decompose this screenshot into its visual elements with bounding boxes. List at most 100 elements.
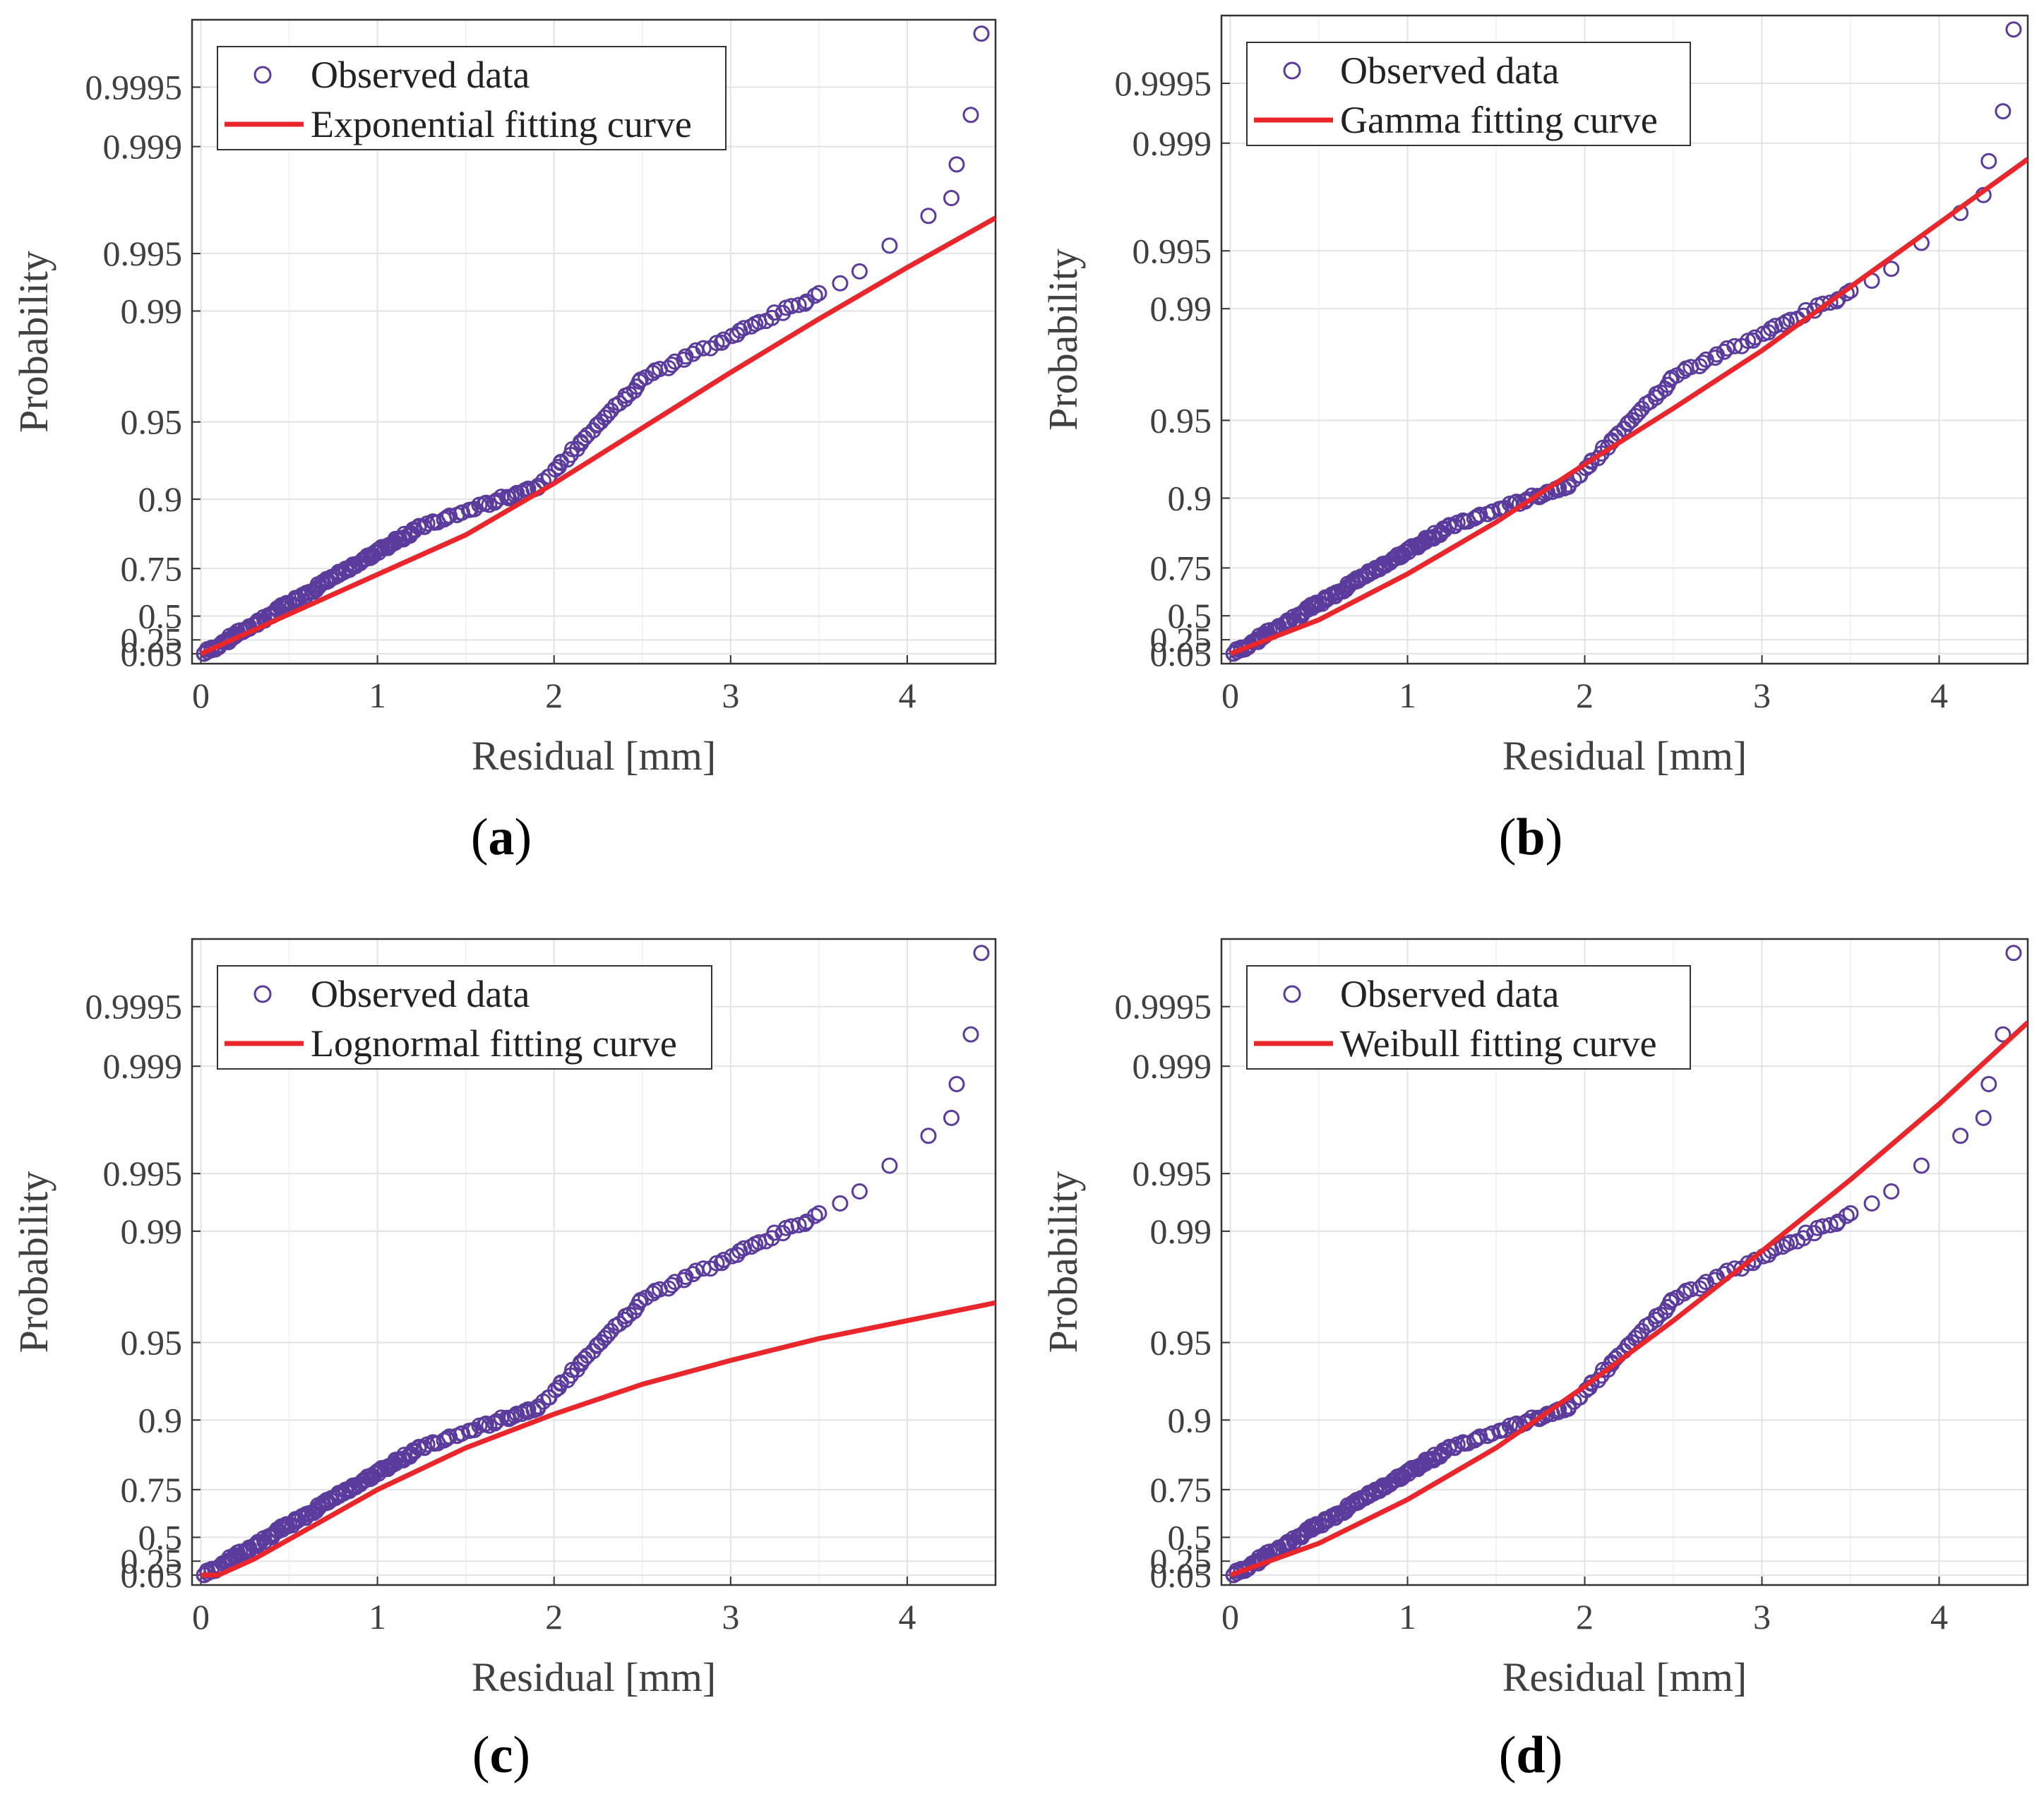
y-tick-label: 0.999: [1132, 1046, 1212, 1086]
x-tick-label: 3: [1753, 676, 1771, 715]
legend-label-observed: Observed data: [311, 54, 530, 96]
y-tick-label: 0.95: [1150, 1323, 1212, 1363]
y-tick-label: 0.25: [1150, 1541, 1212, 1581]
x-tick-label: 4: [1930, 676, 1948, 715]
observed-point: [1883, 261, 1900, 277]
x-tick-label: 0: [1221, 1597, 1239, 1637]
y-tick-label: 0.9995: [85, 987, 183, 1027]
observed-point: [488, 492, 505, 509]
chart-panel-c: 0 1 2 3 4 0.050.250.5 0.75 0.9 0.95 0.99 0.995 0.99…: [11, 938, 997, 1784]
observed-point: [2005, 945, 2022, 962]
x-tick-label: 2: [545, 1597, 563, 1637]
fitting-curve: [200, 215, 996, 657]
legend-label-observed: Observed data: [1340, 973, 1559, 1015]
observed-point: [796, 295, 813, 312]
y-tick-label: 0.75: [121, 1470, 183, 1509]
observed-point: [438, 1430, 455, 1447]
observed-point: [520, 1401, 537, 1418]
observed-point: [851, 1183, 868, 1200]
x-tick-label: 4: [898, 1597, 916, 1637]
x-axis-label: Residual [mm]: [1502, 1654, 1747, 1700]
observed-point: [948, 1076, 965, 1093]
y-tick-label: 0.99: [1150, 1212, 1212, 1251]
y-axis-label: Probability: [11, 251, 56, 433]
y-tick-label: 0.995: [103, 1154, 183, 1193]
x-tick-label: 4: [1930, 1597, 1948, 1637]
y-tick-label: 0.9: [1168, 479, 1212, 518]
observed-point: [559, 1372, 576, 1389]
observed-point: [1469, 1430, 1486, 1447]
x-tick-label: 2: [545, 676, 563, 715]
y-tick-label: 0.995: [103, 234, 183, 273]
y-tick-label: 0.995: [1132, 231, 1212, 270]
observed-point: [832, 1195, 849, 1212]
x-axis-label: Residual [mm]: [472, 1654, 716, 1700]
y-tick-label: 0.05: [121, 1555, 183, 1595]
x-tick-label: 2: [1576, 1597, 1594, 1637]
chart-panel-d: 0 1 2 3 4 0.050.250.5 0.75 0.9 0.95 0.99 0.995 0.99…: [1040, 938, 2029, 1784]
x-tick-label: 0: [192, 676, 210, 715]
axes-box: [1220, 14, 2029, 665]
y-tick-label: 0.9: [138, 479, 183, 519]
y-tick-label: 0.999: [1132, 124, 1212, 163]
panel-label: (d): [1499, 1726, 1562, 1784]
chart-panel-a: 0 1 2 3 4 0.050.250.5 0.75 0.9 0.95 0.99 0.995 0.99…: [11, 18, 997, 866]
observed-point: [743, 318, 760, 335]
x-tick-label: 3: [722, 1597, 739, 1637]
observed-point: [943, 190, 960, 207]
y-tick-label: 0.999: [103, 127, 183, 167]
y-tick-label: 0.95: [1150, 400, 1212, 440]
fitting-curve: [1229, 157, 2028, 657]
observed-point: [477, 1415, 494, 1432]
x-axis-label: Residual [mm]: [1502, 733, 1747, 779]
y-tick-label: 0.9: [1168, 1400, 1212, 1440]
legend: Observed data Lognormal fitting curve: [217, 965, 712, 1070]
observed-point: [943, 1109, 960, 1126]
y-tick-label: 0.5: [138, 597, 183, 636]
x-tick-label: 0: [1221, 676, 1239, 715]
x-tick-label: 1: [369, 1597, 386, 1637]
observed-point: [477, 494, 494, 511]
fitting-curve: [1229, 1020, 2028, 1578]
y-tick-label: 0.5: [1168, 596, 1212, 635]
panel-label: (a): [471, 808, 532, 866]
observed-point: [962, 107, 979, 124]
y-tick-label: 0.75: [1150, 1470, 1212, 1509]
observed-point: [1822, 1216, 1839, 1233]
observed-point: [1469, 508, 1486, 525]
legend-label-fit: Gamma fitting curve: [1340, 99, 1658, 141]
y-axis-label: Probability: [1040, 1171, 1086, 1353]
y-axis-label: Probability: [1040, 249, 1086, 431]
observed-point: [832, 275, 849, 292]
observed-point: [973, 945, 990, 962]
y-tick-label: 0.99: [121, 292, 183, 331]
y-tick-label: 0.995: [1132, 1154, 1212, 1193]
observed-point: [1975, 1109, 1992, 1126]
observed-point: [695, 1260, 712, 1277]
panel-letter: c: [490, 1726, 513, 1784]
y-tick-label: 0.9: [138, 1400, 183, 1440]
y-tick-label: 0.5: [138, 1517, 183, 1557]
observed-point: [811, 285, 827, 301]
panel-letter: b: [1516, 808, 1545, 866]
x-tick-label: 2: [1576, 676, 1594, 715]
observed-point: [796, 1215, 813, 1232]
legend-marker-observed: [1283, 61, 1301, 80]
legend-label-observed: Observed data: [1340, 49, 1559, 92]
y-tick-label: 0.05: [121, 634, 183, 674]
panel-letter: a: [489, 808, 515, 866]
legend: Observed data Exponential fitting curve: [217, 46, 727, 150]
observed-point: [881, 1157, 898, 1174]
legend-marker-observed: [253, 985, 272, 1003]
observed-point: [1883, 1183, 1900, 1200]
observed-point: [1726, 337, 1743, 354]
observed-point: [715, 331, 732, 348]
x-tick-label: 1: [369, 676, 386, 715]
observed-point: [1445, 1439, 1462, 1456]
legend: Observed data Weibull fitting curve: [1246, 965, 1691, 1070]
observed-markers: [196, 945, 990, 1584]
y-tick-label: 0.25: [121, 1541, 183, 1581]
legend: Observed data Gamma fitting curve: [1246, 42, 1691, 146]
observed-point: [1822, 294, 1839, 311]
panel-label: (c): [472, 1726, 530, 1784]
